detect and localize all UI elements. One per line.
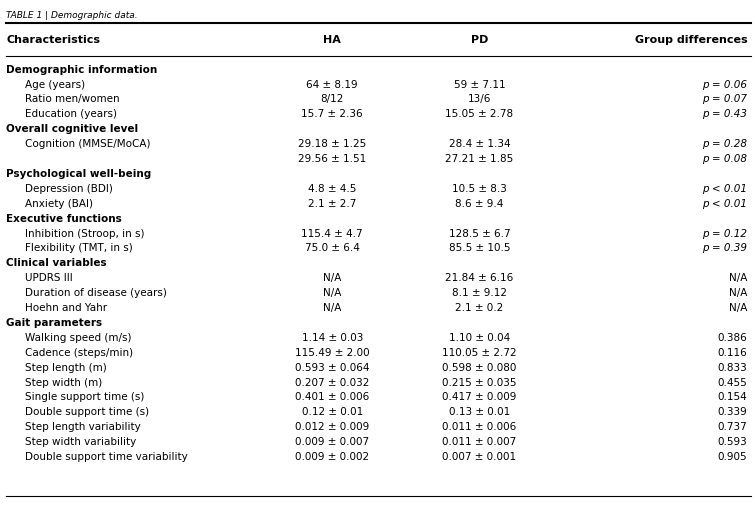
Text: 29.18 ± 1.25: 29.18 ± 1.25	[298, 139, 366, 149]
Text: p = 0.08: p = 0.08	[702, 154, 747, 164]
Text: 75.0 ± 6.4: 75.0 ± 6.4	[305, 243, 359, 254]
Text: 2.1 ± 2.7: 2.1 ± 2.7	[308, 199, 356, 209]
Text: 0.386: 0.386	[718, 333, 747, 343]
Text: N/A: N/A	[729, 288, 747, 298]
Text: 128.5 ± 6.7: 128.5 ± 6.7	[448, 229, 510, 238]
Text: Step length (m): Step length (m)	[25, 363, 106, 373]
Text: 0.009 ± 0.007: 0.009 ± 0.007	[295, 437, 369, 447]
Text: Psychological well-being: Psychological well-being	[6, 169, 151, 179]
Text: 0.009 ± 0.002: 0.009 ± 0.002	[295, 452, 369, 462]
Text: 0.011 ± 0.007: 0.011 ± 0.007	[442, 437, 516, 447]
Text: p < 0.01: p < 0.01	[702, 199, 747, 209]
Text: Cognition (MMSE/MoCA): Cognition (MMSE/MoCA)	[25, 139, 150, 149]
Text: Gait parameters: Gait parameters	[6, 318, 102, 328]
Text: Ratio men/women: Ratio men/women	[25, 94, 119, 105]
Text: p = 0.12: p = 0.12	[702, 229, 747, 238]
Text: Step length variability: Step length variability	[25, 422, 140, 432]
Text: 15.05 ± 2.78: 15.05 ± 2.78	[445, 110, 513, 119]
Text: N/A: N/A	[729, 303, 747, 313]
Text: 21.84 ± 6.16: 21.84 ± 6.16	[445, 273, 513, 283]
Text: 115.49 ± 2.00: 115.49 ± 2.00	[295, 348, 369, 358]
Text: p < 0.01: p < 0.01	[702, 184, 747, 194]
Text: N/A: N/A	[323, 273, 341, 283]
Text: Duration of disease (years): Duration of disease (years)	[25, 288, 167, 298]
Text: 0.401 ± 0.006: 0.401 ± 0.006	[295, 392, 369, 402]
Text: 8.6 ± 9.4: 8.6 ± 9.4	[455, 199, 504, 209]
Text: 8.1 ± 9.12: 8.1 ± 9.12	[452, 288, 507, 298]
Text: Executive functions: Executive functions	[6, 214, 122, 224]
Text: 115.4 ± 4.7: 115.4 ± 4.7	[301, 229, 363, 238]
Text: 0.207 ± 0.032: 0.207 ± 0.032	[295, 378, 369, 387]
Text: Walking speed (m/s): Walking speed (m/s)	[25, 333, 131, 343]
Text: 15.7 ± 2.36: 15.7 ± 2.36	[301, 110, 363, 119]
Text: Cadence (steps/min): Cadence (steps/min)	[25, 348, 133, 358]
Text: HA: HA	[323, 35, 341, 45]
Text: p = 0.39: p = 0.39	[702, 243, 747, 254]
Text: p = 0.07: p = 0.07	[702, 94, 747, 105]
Text: N/A: N/A	[323, 288, 341, 298]
Text: 85.5 ± 10.5: 85.5 ± 10.5	[448, 243, 510, 254]
Text: 8/12: 8/12	[321, 94, 344, 105]
Text: Group differences: Group differences	[635, 35, 747, 45]
Text: 0.737: 0.737	[718, 422, 747, 432]
Text: Inhibition (Stroop, in s): Inhibition (Stroop, in s)	[25, 229, 144, 238]
Text: Demographic information: Demographic information	[6, 65, 157, 75]
Text: Step width (m): Step width (m)	[25, 378, 102, 387]
Text: p = 0.28: p = 0.28	[702, 139, 747, 149]
Text: 1.14 ± 0.03: 1.14 ± 0.03	[301, 333, 363, 343]
Text: Double support time variability: Double support time variability	[25, 452, 188, 462]
Text: 0.215 ± 0.035: 0.215 ± 0.035	[442, 378, 516, 387]
Text: p = 0.43: p = 0.43	[702, 110, 747, 119]
Text: 28.4 ± 1.34: 28.4 ± 1.34	[448, 139, 510, 149]
Text: 0.007 ± 0.001: 0.007 ± 0.001	[442, 452, 516, 462]
Text: 29.56 ± 1.51: 29.56 ± 1.51	[298, 154, 366, 164]
Text: 0.905: 0.905	[718, 452, 747, 462]
Text: 0.12 ± 0.01: 0.12 ± 0.01	[301, 408, 363, 417]
Text: N/A: N/A	[729, 273, 747, 283]
Text: PD: PD	[470, 35, 488, 45]
Text: Flexibility (TMT, in s): Flexibility (TMT, in s)	[25, 243, 133, 254]
Text: 110.05 ± 2.72: 110.05 ± 2.72	[442, 348, 516, 358]
Text: 0.154: 0.154	[718, 392, 747, 402]
Text: 0.116: 0.116	[718, 348, 747, 358]
Text: Clinical variables: Clinical variables	[6, 259, 106, 268]
Text: 0.593: 0.593	[718, 437, 747, 447]
Text: 0.417 ± 0.009: 0.417 ± 0.009	[442, 392, 516, 402]
Text: p = 0.06: p = 0.06	[702, 80, 747, 89]
Text: Overall cognitive level: Overall cognitive level	[6, 124, 138, 134]
Text: N/A: N/A	[323, 303, 341, 313]
Text: Hoehn and Yahr: Hoehn and Yahr	[25, 303, 107, 313]
Text: Characteristics: Characteristics	[6, 35, 100, 45]
Text: Double support time (s): Double support time (s)	[25, 408, 149, 417]
Text: Anxiety (BAI): Anxiety (BAI)	[25, 199, 93, 209]
Text: 59 ± 7.11: 59 ± 7.11	[454, 80, 505, 89]
Text: UPDRS III: UPDRS III	[25, 273, 72, 283]
Text: 0.339: 0.339	[718, 408, 747, 417]
Text: 10.5 ± 8.3: 10.5 ± 8.3	[452, 184, 507, 194]
Text: 2.1 ± 0.2: 2.1 ± 0.2	[455, 303, 504, 313]
Text: 4.8 ± 4.5: 4.8 ± 4.5	[308, 184, 356, 194]
Text: 0.833: 0.833	[718, 363, 747, 373]
Text: 13/6: 13/6	[468, 94, 491, 105]
Text: 64 ± 8.19: 64 ± 8.19	[307, 80, 358, 89]
Text: Depression (BDI): Depression (BDI)	[25, 184, 112, 194]
Text: 0.593 ± 0.064: 0.593 ± 0.064	[295, 363, 369, 373]
Text: 0.13 ± 0.01: 0.13 ± 0.01	[448, 408, 510, 417]
Text: 1.10 ± 0.04: 1.10 ± 0.04	[448, 333, 510, 343]
Text: Step width variability: Step width variability	[25, 437, 136, 447]
Text: TABLE 1 | Demographic data.: TABLE 1 | Demographic data.	[6, 11, 137, 20]
Text: 0.598 ± 0.080: 0.598 ± 0.080	[442, 363, 516, 373]
Text: 27.21 ± 1.85: 27.21 ± 1.85	[445, 154, 513, 164]
Text: Education (years): Education (years)	[25, 110, 117, 119]
Text: Age (years): Age (years)	[25, 80, 85, 89]
Text: 0.012 ± 0.009: 0.012 ± 0.009	[295, 422, 369, 432]
Text: 0.455: 0.455	[718, 378, 747, 387]
Text: Single support time (s): Single support time (s)	[25, 392, 144, 402]
Text: 0.011 ± 0.006: 0.011 ± 0.006	[442, 422, 516, 432]
